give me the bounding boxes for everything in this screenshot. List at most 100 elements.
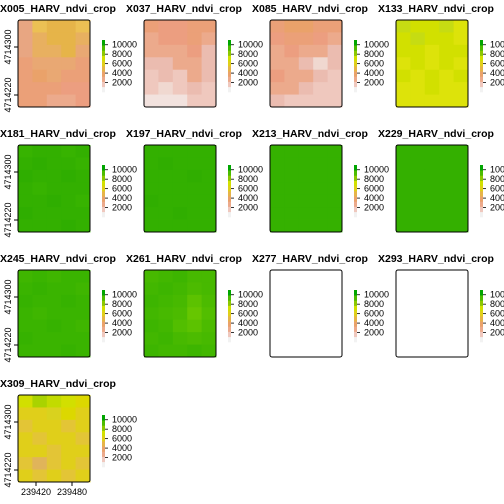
raster-cell bbox=[298, 219, 314, 233]
raster-cell bbox=[144, 145, 159, 158]
legend-swatch bbox=[354, 201, 357, 207]
legend-tick-label: 4000 bbox=[490, 68, 504, 78]
raster-cell bbox=[201, 145, 217, 158]
legend-swatch bbox=[228, 66, 231, 72]
panel-title: X181_HARV_ndvi_crop bbox=[0, 128, 116, 140]
legend-tick-label: 6000 bbox=[112, 434, 132, 444]
raster-cell bbox=[187, 270, 202, 283]
raster-cell bbox=[32, 395, 48, 408]
legend-swatch bbox=[228, 55, 231, 62]
raster-cell bbox=[75, 219, 91, 233]
raster-cell bbox=[327, 57, 343, 71]
raster-cell bbox=[396, 207, 411, 220]
legend-tick-label: 10000 bbox=[490, 290, 504, 300]
raster-cell bbox=[75, 332, 91, 345]
raster-cell bbox=[396, 194, 411, 208]
legend-swatch bbox=[228, 295, 231, 301]
legend-swatch bbox=[480, 206, 483, 213]
legend-tick-label: 2000 bbox=[490, 328, 504, 338]
raster-cell bbox=[75, 32, 91, 46]
raster-cell bbox=[46, 395, 62, 408]
raster-cell bbox=[61, 319, 76, 333]
legend-swatch bbox=[102, 316, 105, 322]
y-tick-label: 4714220 bbox=[3, 202, 13, 237]
raster-cell bbox=[32, 469, 48, 483]
raster-cell bbox=[453, 82, 469, 95]
raster-cell bbox=[172, 344, 188, 358]
raster-cell bbox=[298, 69, 314, 83]
raster-cell bbox=[313, 207, 328, 220]
raster-cell bbox=[158, 344, 174, 358]
legend-swatch bbox=[480, 71, 483, 77]
legend-tick-label: 10000 bbox=[364, 165, 389, 175]
raster-cell bbox=[32, 419, 48, 433]
raster-cell bbox=[144, 307, 159, 321]
raster-cell bbox=[144, 219, 159, 233]
legend-tick-label: 4000 bbox=[364, 68, 384, 78]
raster-cell bbox=[270, 57, 285, 71]
raster-cell bbox=[61, 94, 76, 108]
legend-tick-label: 10000 bbox=[490, 40, 504, 50]
raster-cell bbox=[284, 82, 300, 95]
legend-tick-label: 2000 bbox=[364, 203, 384, 213]
raster-cell bbox=[46, 145, 62, 158]
raster-cell bbox=[284, 219, 300, 233]
raster-cell bbox=[46, 219, 62, 233]
raster-cell bbox=[424, 157, 440, 171]
legend-tick-label: 10000 bbox=[364, 290, 389, 300]
legend-tick-label: 6000 bbox=[112, 59, 132, 69]
raster-cell bbox=[396, 169, 411, 183]
raster-cell bbox=[75, 294, 91, 308]
raster-cell bbox=[32, 444, 48, 458]
raster-cell bbox=[298, 182, 314, 196]
raster-cell bbox=[32, 182, 48, 196]
legend-swatch bbox=[102, 180, 105, 187]
legend-swatch bbox=[480, 66, 483, 72]
raster-cell bbox=[453, 32, 469, 46]
raster-cell bbox=[270, 145, 285, 158]
raster-cell bbox=[32, 69, 48, 83]
raster-cell bbox=[270, 207, 285, 220]
raster-cell bbox=[46, 344, 62, 358]
raster-cell bbox=[327, 145, 343, 158]
raster-cell bbox=[453, 69, 469, 83]
raster-cell bbox=[410, 20, 426, 33]
raster-cell bbox=[453, 182, 469, 196]
raster-cell bbox=[158, 307, 174, 321]
raster-cell bbox=[410, 157, 426, 171]
raster-cell bbox=[144, 282, 159, 296]
legend-tick-label: 10000 bbox=[112, 165, 137, 175]
raster-cell bbox=[144, 94, 159, 108]
raster-cell bbox=[187, 20, 202, 33]
raster-cell bbox=[201, 332, 217, 345]
raster-cell bbox=[46, 194, 62, 208]
legend-swatch bbox=[354, 331, 357, 338]
legend-tick-label: 8000 bbox=[112, 424, 132, 434]
raster-cell bbox=[18, 395, 33, 408]
legend-tick-label: 4000 bbox=[112, 68, 132, 78]
raster-cell bbox=[270, 94, 285, 108]
raster-cell bbox=[172, 294, 188, 308]
legend-swatch bbox=[102, 331, 105, 338]
raster-cell bbox=[424, 219, 440, 233]
legend-swatch bbox=[228, 76, 231, 82]
raster-cell bbox=[32, 319, 48, 333]
legend-swatch bbox=[228, 206, 231, 213]
raster-cell bbox=[313, 169, 328, 183]
raster-cell bbox=[424, 69, 440, 83]
legend-swatch bbox=[354, 50, 357, 56]
legend-swatch bbox=[354, 211, 357, 218]
raster-cell bbox=[46, 44, 62, 58]
raster-cell bbox=[298, 207, 314, 220]
legend-swatch bbox=[228, 81, 231, 88]
legend-swatch bbox=[480, 185, 483, 192]
raster-cell bbox=[18, 270, 33, 283]
raster-cell bbox=[61, 157, 76, 171]
raster-cell bbox=[46, 469, 62, 483]
raster-cell bbox=[327, 182, 343, 196]
raster-cell bbox=[313, 219, 328, 233]
raster-cell bbox=[453, 20, 469, 33]
legend-tick-label: 8000 bbox=[364, 49, 384, 59]
panel-title: X229_HARV_ndvi_crop bbox=[378, 128, 494, 140]
legend-swatch bbox=[354, 191, 357, 197]
